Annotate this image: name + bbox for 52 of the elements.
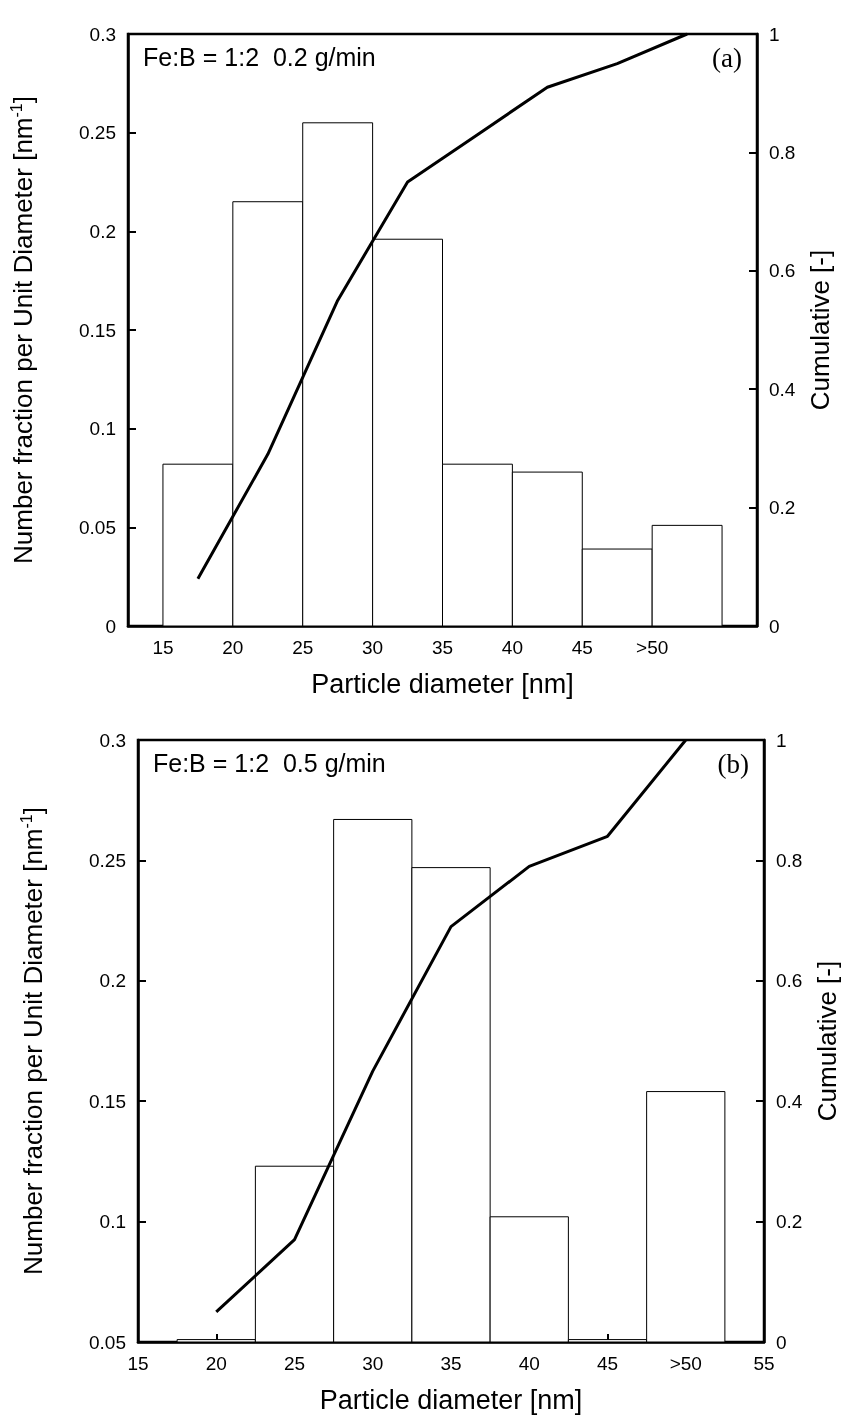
y2-tick-label: 0.6 — [769, 260, 796, 282]
y-tick-label: 0.3 — [89, 23, 116, 45]
y2-tick-label: 0.8 — [769, 141, 796, 163]
x-tick-label: 45 — [596, 1353, 619, 1374]
y-axis-title: Number fraction per Unit Diameter [nm-1] — [17, 807, 48, 1275]
y2-tick-label: 0.2 — [769, 497, 796, 519]
y-tick-label: 0 — [105, 615, 116, 637]
x-tick-label: >50 — [669, 1353, 702, 1374]
y2-tick-label: 0.8 — [776, 849, 803, 871]
y-tick-label: 0.15 — [89, 1090, 126, 1112]
x-axis-title: Particle diameter [nm] — [311, 668, 574, 699]
y2-tick-label: 1 — [769, 23, 780, 45]
x-tick-label: 15 — [152, 637, 174, 658]
x-tick-label: 45 — [571, 637, 593, 658]
x-tick-label: 25 — [283, 1353, 306, 1374]
y-tick-label: 0.1 — [99, 1211, 126, 1233]
y2-axis-title: Cumulative [-] — [805, 249, 835, 411]
x-tick-label: 20 — [222, 637, 244, 658]
annotation: (b) — [717, 748, 749, 779]
y-tick-label: 0.2 — [99, 970, 126, 992]
x-tick-label: 25 — [292, 637, 314, 658]
y2-axis-title: Cumulative [-] — [812, 960, 842, 1122]
x-tick-label: 40 — [501, 637, 523, 658]
y-tick-label: 0.05 — [89, 1331, 126, 1353]
x-tick-label: 30 — [362, 1353, 384, 1374]
y-tick-label: 0.05 — [79, 516, 116, 538]
y2-tick-label: 0.6 — [776, 970, 803, 992]
x-tick-label: 15 — [127, 1353, 149, 1374]
y-tick-label: 0.25 — [89, 849, 126, 871]
x-tick-label: 40 — [518, 1353, 540, 1374]
x-tick-label: 35 — [431, 637, 454, 658]
y2-tick-label: 0.4 — [769, 378, 796, 400]
y-axis-title: Number fraction per Unit Diameter [nm-1] — [7, 96, 38, 564]
y2-tick-label: 0 — [769, 615, 780, 637]
y2-tick-label: 0 — [776, 1331, 787, 1353]
x-tick-label: 35 — [440, 1353, 462, 1374]
annotation: Fe:B = 1:2 0.2 g/min — [143, 42, 376, 71]
y-tick-label: 0.2 — [89, 220, 116, 242]
x-tick-label: 30 — [362, 637, 384, 658]
y-tick-label: 0.1 — [89, 418, 116, 440]
x-tick-label: >50 — [636, 637, 669, 658]
y-tick-label: 0.3 — [99, 729, 126, 751]
x-axis-title: Particle diameter [nm] — [319, 1384, 583, 1415]
y2-tick-label: 1 — [776, 729, 787, 751]
annotation: (a) — [712, 42, 742, 73]
y-tick-label: 0.25 — [79, 122, 116, 144]
y-tick-label: 0.15 — [79, 319, 116, 341]
y2-tick-label: 0.2 — [776, 1211, 803, 1233]
y2-tick-label: 0.4 — [776, 1090, 803, 1112]
annotation: Fe:B = 1:2 0.5 g/min — [153, 748, 386, 777]
x-tick-label: 20 — [205, 1353, 227, 1374]
x-tick-label: 55 — [753, 1353, 775, 1374]
